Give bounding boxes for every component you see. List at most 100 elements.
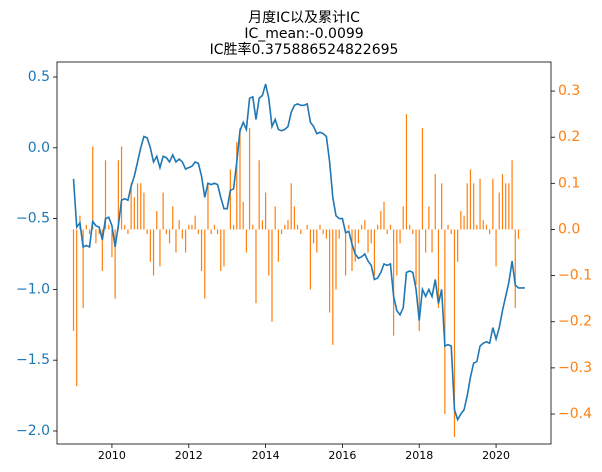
- bar: [348, 225, 349, 230]
- bar: [153, 229, 154, 275]
- x-tick-label: 2014: [252, 449, 280, 462]
- bar: [95, 229, 96, 243]
- plot-frame: [57, 62, 551, 444]
- bar: [259, 160, 260, 229]
- bar: [460, 211, 461, 229]
- bar: [374, 229, 375, 275]
- bar: [140, 183, 141, 229]
- bar: [316, 229, 317, 252]
- bar: [179, 220, 180, 229]
- bar: [428, 206, 429, 229]
- bar: [297, 225, 298, 230]
- bar: [284, 225, 285, 230]
- bar: [515, 229, 516, 307]
- bar: [278, 229, 279, 261]
- y2-tick-label: −0.4: [558, 406, 592, 422]
- y2-tick-label: 0.2: [558, 129, 580, 145]
- bar: [431, 229, 432, 252]
- bar: [191, 225, 192, 230]
- bar: [201, 229, 202, 271]
- bar: [127, 229, 128, 234]
- bar: [319, 225, 320, 230]
- bar: [351, 229, 352, 271]
- bar: [361, 225, 362, 230]
- bar: [156, 211, 157, 229]
- bar: [195, 216, 196, 230]
- bar: [291, 183, 292, 229]
- bar: [108, 225, 109, 230]
- bar: [323, 229, 324, 234]
- bar: [495, 229, 496, 266]
- bar: [377, 225, 378, 230]
- bar: [188, 225, 189, 230]
- bar: [470, 169, 471, 229]
- bar: [185, 229, 186, 252]
- bar: [307, 225, 308, 230]
- x-tick-label: 2012: [175, 449, 203, 462]
- bar: [204, 229, 205, 298]
- bar: [281, 229, 282, 234]
- bar: [364, 220, 365, 229]
- bar: [479, 179, 480, 230]
- bar: [441, 183, 442, 229]
- bar: [275, 206, 276, 229]
- bar: [406, 114, 407, 229]
- bar: [380, 211, 381, 229]
- bar: [422, 128, 423, 229]
- bar: [345, 229, 346, 275]
- bar: [268, 229, 269, 275]
- bar: [463, 216, 464, 230]
- bar: [243, 202, 244, 230]
- bar: [137, 183, 138, 229]
- bar: [271, 229, 272, 321]
- bar: [508, 183, 509, 229]
- bar: [367, 229, 368, 252]
- bar: [435, 174, 436, 229]
- bar: [371, 229, 372, 243]
- bar: [483, 220, 484, 229]
- bar: [518, 229, 519, 238]
- bar: [335, 229, 336, 289]
- y-tick-label: −1.0: [16, 281, 50, 297]
- bar: [147, 229, 148, 234]
- y2-tick-label: 0.3: [558, 83, 580, 99]
- bar: [492, 179, 493, 230]
- chart-title: IC胜率0.375886524822695: [210, 41, 399, 58]
- y-tick-label: 0.0: [28, 140, 50, 156]
- x-tick-label: 2018: [405, 449, 433, 462]
- bar: [415, 229, 416, 284]
- bar: [73, 229, 74, 330]
- bar: [476, 225, 477, 230]
- bar: [409, 225, 410, 230]
- y2-tick-label: −0.1: [558, 268, 592, 284]
- x-tick-label: 2020: [482, 449, 510, 462]
- bar: [214, 225, 215, 230]
- chart-title: IC_mean:-0.0099: [244, 26, 363, 42]
- bar: [358, 229, 359, 243]
- bar: [403, 206, 404, 229]
- bar: [198, 229, 199, 234]
- bar: [172, 206, 173, 229]
- bar: [92, 146, 93, 229]
- bar: [143, 193, 144, 230]
- bar: [505, 183, 506, 229]
- bar: [265, 193, 266, 230]
- chart-title: 月度IC以及累计IC: [248, 10, 360, 26]
- bar: [396, 229, 397, 275]
- bar: [313, 229, 314, 243]
- bar: [175, 229, 176, 252]
- bar: [310, 229, 311, 289]
- bar: [134, 197, 135, 229]
- bar: [121, 146, 122, 229]
- bar: [287, 220, 288, 229]
- bar: [150, 229, 151, 261]
- bar: [467, 183, 468, 229]
- bar: [249, 128, 250, 229]
- bar: [86, 225, 87, 230]
- bar: [294, 206, 295, 229]
- bar: [457, 229, 458, 261]
- bar: [326, 229, 327, 238]
- y-tick-label: 0.5: [28, 69, 50, 85]
- y2-tick-label: −0.3: [558, 360, 592, 376]
